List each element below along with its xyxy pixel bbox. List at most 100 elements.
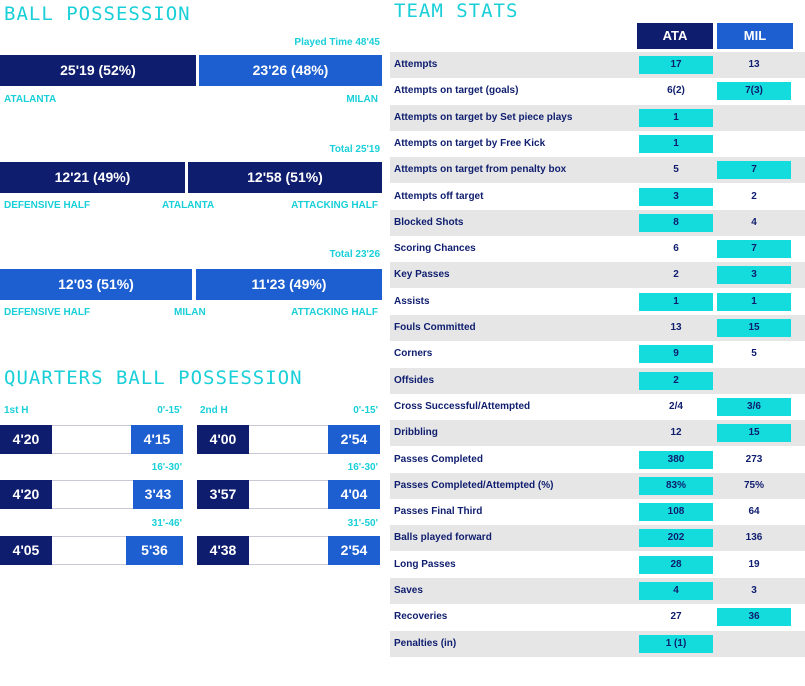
first-half-q1-gap: [52, 425, 131, 454]
away-value: 3/6: [717, 397, 791, 416]
stat-label: Dribbling: [394, 427, 438, 439]
second-half-range-1: 0'-15': [353, 405, 378, 416]
first-half-range-2: 16'-30': [151, 462, 182, 473]
second-half-q2-away: 4'04: [328, 480, 380, 509]
ball-possession-title: BALL POSSESSION: [4, 3, 191, 25]
atalanta-mid-label: ATALANTA: [162, 200, 215, 211]
atalanta-total: Total 25'19: [329, 144, 380, 155]
away-value: [717, 135, 791, 153]
home-value: 3: [639, 187, 713, 206]
home-value: 4: [639, 582, 713, 600]
away-value: 13: [748, 59, 760, 70]
away-value: 4: [751, 216, 757, 228]
stat-label: Attempts on target by Free Kick: [394, 137, 546, 149]
first-half-q2-away: 3'43: [133, 480, 183, 509]
home-value: 2/4: [669, 400, 683, 412]
first-half-range-1: 0'-15': [157, 405, 182, 416]
atalanta-attacking-bar: 12'58 (51%): [188, 162, 382, 193]
home-value: 380: [639, 450, 713, 469]
away-value: 15: [717, 424, 791, 443]
table-row: Fouls Committed 13 15: [390, 315, 805, 341]
atalanta-defensive-label: DEFENSIVE HALF: [4, 200, 91, 211]
stat-label: Saves: [394, 585, 423, 596]
milan-defensive-bar: 12'03 (51%): [0, 269, 192, 300]
milan-total: Total 23'26: [329, 249, 380, 260]
table-row: Scoring Chances 6 7: [390, 236, 805, 262]
away-team-label: MILAN: [346, 94, 378, 105]
milan-defensive-label: DEFENSIVE HALF: [4, 307, 91, 318]
home-value: 13: [670, 322, 682, 333]
home-value: 1: [639, 292, 713, 311]
away-value: 273: [745, 453, 763, 465]
away-value: 7: [717, 161, 791, 180]
team-stats-section: TEAM STATS ATA MIL Attempts 17 13 Attempts …: [390, 0, 805, 686]
away-value: 64: [748, 506, 760, 518]
first-half-q3-away: 5'36: [126, 536, 183, 565]
home-value: 2: [673, 269, 679, 281]
home-value: 83%: [639, 476, 713, 495]
home-value: 202: [639, 529, 713, 548]
home-value: 108: [639, 503, 713, 522]
table-row: Corners 9 5: [390, 341, 805, 367]
stat-label: Attempts: [394, 59, 438, 70]
home-value: 6(2): [667, 85, 685, 97]
first-half-q2-gap: [52, 480, 133, 509]
stat-label: Passes Final Third: [394, 506, 483, 518]
away-value: 7(3): [717, 82, 791, 101]
table-row: Attempts on target by Free Kick 1: [390, 131, 805, 157]
stat-label: Long Passes: [394, 558, 456, 570]
table-row: Attempts on target by Set piece plays 1: [390, 104, 805, 131]
home-value: 1: [639, 134, 713, 153]
home-team-label: ATALANTA: [4, 94, 57, 105]
away-value: 15: [717, 319, 791, 337]
stat-label: Recoveries: [394, 611, 448, 623]
away-value: 2: [751, 190, 757, 202]
away-value: 1: [717, 292, 791, 311]
home-value: 9: [639, 345, 713, 364]
table-row: Blocked Shots 8 4: [390, 209, 805, 236]
away-value: [717, 109, 791, 127]
away-value: 7: [717, 240, 791, 259]
table-row: Attempts off target 3 2: [390, 184, 805, 210]
stat-label: Offsides: [394, 374, 435, 386]
stat-label: Key Passes: [394, 269, 450, 281]
home-value: 12: [670, 427, 682, 439]
second-half-q3-home: 4'38: [197, 536, 249, 565]
away-value: 3: [717, 266, 791, 285]
home-value: 6: [673, 243, 679, 255]
atalanta-attacking-label: ATTACKING HALF: [291, 200, 378, 211]
stat-label: Corners: [394, 348, 433, 360]
table-row: Passes Final Third 108 64: [390, 499, 805, 525]
home-value: 28: [639, 555, 713, 574]
second-half-q3-away: 2'54: [328, 536, 380, 565]
second-half-q1-away: 2'54: [328, 425, 380, 454]
first-half-q1-away: 4'15: [131, 425, 183, 454]
stat-label: Blocked Shots: [394, 216, 464, 228]
home-value: 5: [673, 164, 679, 176]
first-half-q2-home: 4'20: [0, 480, 52, 509]
stat-label: Attempts off target: [394, 190, 484, 202]
away-value: [717, 372, 791, 390]
first-half-q1-home: 4'20: [0, 425, 52, 454]
table-row: Attempts on target from penalty box 5 7: [390, 157, 805, 184]
away-value: 5: [751, 348, 757, 360]
stat-label: Penalties (in): [394, 637, 457, 649]
possession-away-bar: 23'26 (48%): [199, 55, 382, 86]
milan-mid-label: MILAN: [174, 307, 206, 318]
second-half-q2-home: 3'57: [197, 480, 249, 509]
away-value: 19: [748, 558, 760, 570]
table-row: Assists 1 1: [390, 289, 805, 315]
home-value: 1: [639, 108, 713, 127]
quarters-section: QUARTERS BALL POSSESSION 1st H 0'-15' 4'…: [0, 360, 382, 580]
possession-home-bar: 25'19 (52%): [0, 55, 196, 86]
second-half-q3-gap: [249, 536, 328, 565]
home-value: 27: [670, 611, 682, 623]
stat-label: Passes Completed: [394, 453, 483, 465]
ball-possession-section: BALL POSSESSION Played Time 48'45 25'19 …: [0, 0, 382, 330]
table-row: Balls played forward 202 136: [390, 525, 805, 552]
table-row: Penalties (in) 1 (1): [390, 630, 805, 657]
first-half-q3-home: 4'05: [0, 536, 52, 565]
first-half-q3-gap: [52, 536, 126, 565]
second-half-q1-home: 4'00: [197, 425, 249, 454]
stat-label: Attempts on target by Set piece plays: [394, 111, 573, 123]
